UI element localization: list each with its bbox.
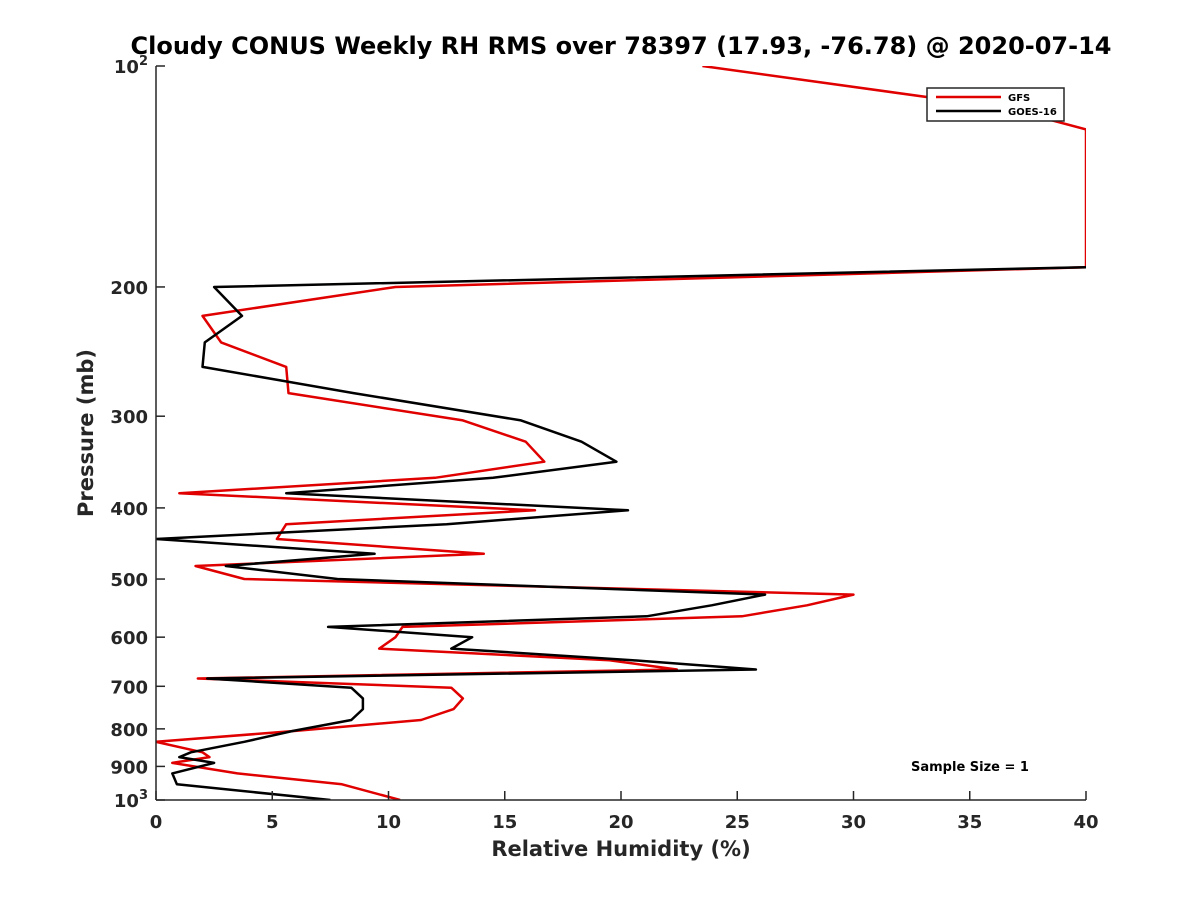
legend-label-goes16: GOES-16 (1008, 107, 1057, 118)
x-tick-label: 20 (608, 812, 633, 833)
plot-background (156, 66, 1086, 800)
x-tick-label: 0 (150, 812, 163, 833)
y-tick-label: 400 (110, 499, 148, 520)
x-tick-label: 5 (266, 812, 279, 833)
ticks-group: 0 5 10 15 20 25 30 35 40 102 200 300 400 500 600 700 800… (110, 54, 1098, 833)
x-tick-label: 40 (1073, 812, 1098, 833)
x-axis-label: Relative Humidity (%) (491, 837, 750, 861)
x-tick-label: 30 (841, 812, 866, 833)
y-axis-label: Pressure (mb) (74, 349, 98, 517)
series-line-goes16 (156, 265, 1086, 800)
y-tick-label: 103 (114, 788, 148, 812)
legend: GFS GOES-16 (926, 87, 1065, 122)
series-group (156, 66, 1086, 800)
y-tick-label: 500 (110, 570, 148, 591)
x-tick-label: 10 (376, 812, 401, 833)
y-tick-label: 700 (110, 677, 148, 698)
y-tick-label: 200 (110, 278, 148, 299)
y-tick-label: 600 (110, 628, 148, 649)
y-tick-label: 300 (110, 407, 148, 428)
chart-title: Cloudy CONUS Weekly RH RMS over 78397 (1… (131, 32, 1112, 60)
legend-label-gfs: GFS (1008, 93, 1030, 104)
y-tick-label: 800 (110, 720, 148, 741)
x-tick-label: 15 (492, 812, 517, 833)
legend-box (926, 87, 1065, 122)
sample-size-annotation: Sample Size = 1 (911, 760, 1029, 775)
y-tick-label: 102 (114, 54, 148, 78)
series-line-gfs (156, 66, 1086, 800)
plot-area: 0 5 10 15 20 25 30 35 40 102 200 300 400 500 600 700 800… (110, 54, 1098, 833)
x-tick-label: 25 (725, 812, 750, 833)
x-tick-label: 35 (957, 812, 982, 833)
y-tick-label: 900 (110, 757, 148, 778)
